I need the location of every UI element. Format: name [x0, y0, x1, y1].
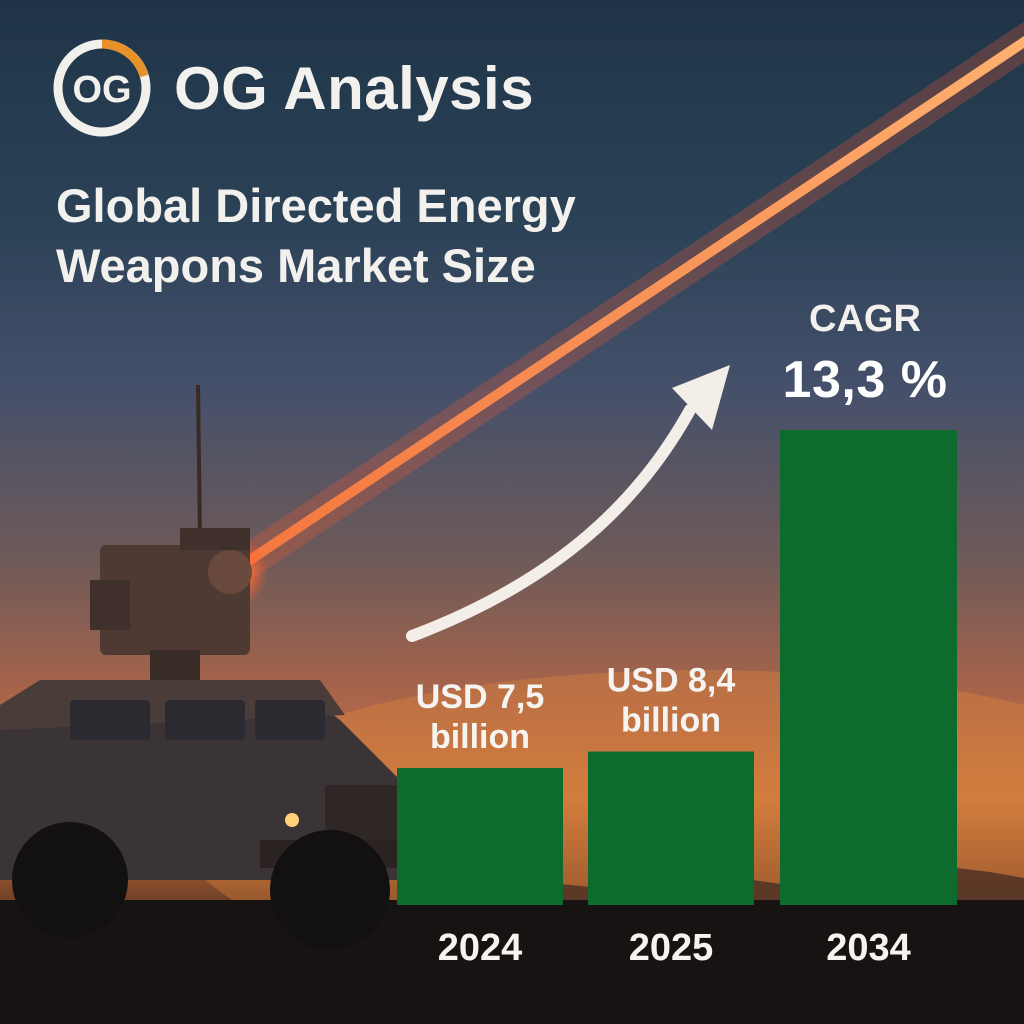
- data-label-2024-line-2: billion: [430, 718, 530, 756]
- x-tick-label-2024: 2024: [438, 927, 523, 969]
- data-label-2024-line-1: USD 7,5: [416, 678, 545, 716]
- bar-2024: [397, 767, 563, 905]
- cagr-label: CAGR: [809, 298, 921, 340]
- data-label-2025-line-1: USD 8,4: [607, 662, 736, 700]
- growth-arrow: [406, 365, 730, 642]
- bar-2034: [780, 430, 957, 905]
- bar-2025: [588, 751, 754, 905]
- brand-header: OG OG Analysis: [52, 38, 534, 138]
- data-label-2025-line-2: billion: [621, 702, 721, 740]
- title-line-2: Weapons Market Size: [56, 239, 536, 292]
- x-tick-label-2034: 2034: [826, 927, 911, 969]
- brand-name: OG Analysis: [174, 54, 535, 122]
- cagr-value: 13,3 %: [782, 351, 948, 409]
- title-line-1: Global Directed Energy: [56, 179, 576, 232]
- logo-text: OG: [72, 69, 131, 111]
- x-tick-label-2025: 2025: [629, 927, 714, 969]
- ground: [0, 900, 1024, 1024]
- og-logo-icon: OG: [53, 39, 151, 137]
- chart-title: Global Directed Energy Weapons Market Si…: [56, 176, 776, 296]
- laser-beam: [227, 35, 1024, 577]
